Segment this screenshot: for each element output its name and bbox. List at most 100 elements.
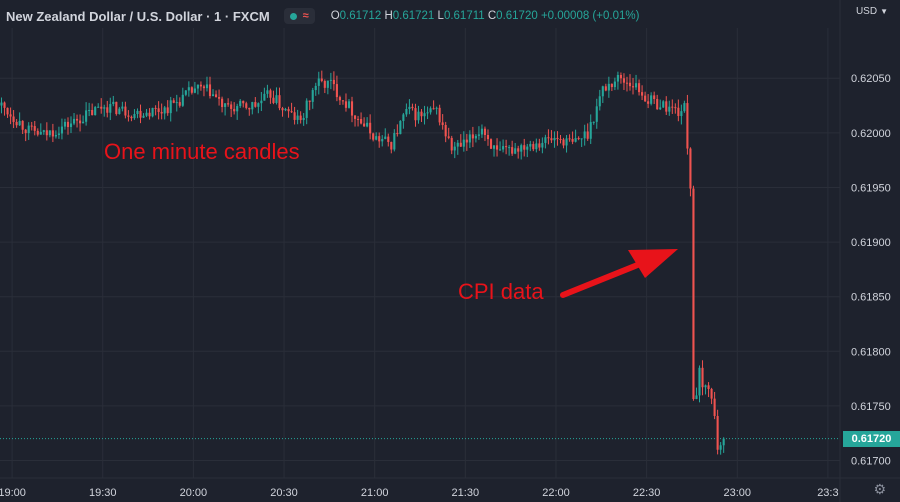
candle-body bbox=[610, 83, 613, 88]
candle-body bbox=[604, 86, 607, 91]
candle-body bbox=[601, 86, 604, 97]
candle-body bbox=[390, 141, 393, 150]
candle-body bbox=[511, 147, 514, 154]
gear-icon[interactable]: ⚙ bbox=[873, 481, 886, 497]
candle-body bbox=[269, 90, 272, 98]
x-tick-label: 22:30 bbox=[633, 487, 661, 499]
candle-body bbox=[489, 139, 493, 149]
candle-body bbox=[665, 101, 668, 112]
candle-body bbox=[393, 133, 396, 150]
candle-body bbox=[562, 139, 565, 146]
candle-body bbox=[474, 135, 477, 139]
candle-body bbox=[369, 122, 372, 134]
candle-body bbox=[42, 130, 45, 132]
candle-body bbox=[202, 86, 206, 89]
last-price-tag: 0.61720 bbox=[843, 430, 900, 447]
x-tick-label: 23:3 bbox=[817, 487, 838, 499]
candle-body bbox=[233, 108, 236, 112]
candle-body bbox=[520, 145, 523, 152]
candle-body bbox=[260, 100, 263, 104]
candle-body bbox=[553, 137, 556, 141]
candle-body bbox=[499, 149, 502, 151]
candle-body bbox=[589, 122, 592, 139]
candle-body bbox=[254, 102, 257, 107]
candle-body bbox=[3, 102, 6, 108]
candle-body bbox=[221, 98, 224, 107]
candle-body bbox=[644, 95, 647, 102]
candle-body bbox=[641, 92, 644, 96]
arrow-head bbox=[628, 249, 678, 278]
candle-body bbox=[208, 84, 212, 97]
candle-body bbox=[157, 108, 160, 112]
candle-body bbox=[674, 107, 677, 109]
candle-body bbox=[692, 188, 695, 400]
candle-body bbox=[296, 115, 299, 120]
candle-body bbox=[227, 103, 230, 105]
candle-body bbox=[526, 146, 529, 150]
candle-body bbox=[426, 112, 429, 114]
candle-body bbox=[332, 79, 335, 85]
candle-body bbox=[483, 128, 487, 135]
candle-body bbox=[547, 137, 550, 139]
candle-body bbox=[341, 100, 345, 102]
open-label: O bbox=[330, 10, 340, 22]
candle-body bbox=[541, 142, 544, 148]
currency-selector[interactable]: USD ▼ bbox=[856, 6, 888, 17]
status-badge[interactable]: ≈ bbox=[283, 8, 315, 24]
close-label: C bbox=[487, 10, 497, 22]
candle-body bbox=[145, 112, 148, 116]
candle-body bbox=[178, 102, 181, 106]
candle-body bbox=[205, 84, 209, 89]
open-value: 0.61712 bbox=[339, 10, 382, 22]
candle-body bbox=[580, 138, 583, 140]
candle-body bbox=[689, 148, 692, 189]
candle-body bbox=[91, 109, 94, 116]
x-tick-label: 22:00 bbox=[542, 487, 570, 499]
y-tick-label: 0.61750 bbox=[851, 401, 891, 413]
candles-annotation: One minute candles bbox=[104, 139, 300, 164]
candle-body bbox=[683, 103, 686, 112]
candle-body bbox=[263, 93, 266, 101]
candle-body bbox=[450, 137, 453, 151]
candle-body bbox=[248, 107, 251, 110]
candle-body bbox=[320, 78, 323, 81]
candle-body bbox=[305, 100, 308, 118]
candle-body bbox=[477, 134, 480, 136]
candle-body bbox=[535, 143, 538, 150]
y-tick-label: 0.61850 bbox=[851, 292, 891, 304]
candle-body bbox=[166, 107, 169, 114]
candle-body bbox=[375, 136, 378, 140]
candle-body bbox=[405, 108, 408, 115]
candle-body bbox=[360, 119, 363, 124]
candle-body bbox=[97, 106, 100, 108]
candle-body bbox=[631, 86, 635, 88]
chart-header: New Zealand Dollar / U.S. Dollar · 1 · F… bbox=[6, 6, 639, 26]
candle-body bbox=[432, 108, 435, 110]
candle-body bbox=[420, 111, 423, 117]
candle-body bbox=[671, 106, 674, 108]
candle-body bbox=[112, 101, 115, 105]
candle-body bbox=[72, 118, 76, 124]
candle-body bbox=[214, 94, 218, 98]
candle-body bbox=[659, 107, 662, 110]
candle-body bbox=[230, 104, 233, 109]
candle-body bbox=[63, 121, 67, 127]
candle-body bbox=[710, 388, 713, 399]
candle-body bbox=[169, 100, 172, 114]
symbol-title[interactable]: New Zealand Dollar / U.S. Dollar · 1 · F… bbox=[6, 8, 270, 24]
candle-body bbox=[707, 385, 710, 389]
candle-body bbox=[121, 106, 124, 109]
candle-body bbox=[586, 131, 589, 139]
candle-body bbox=[529, 144, 532, 147]
candle-body bbox=[236, 106, 239, 112]
candle-body bbox=[381, 138, 384, 142]
candle-body bbox=[574, 138, 577, 142]
candle-body bbox=[701, 367, 704, 388]
candle-body bbox=[607, 83, 610, 91]
candle-body bbox=[148, 112, 151, 117]
candle-body bbox=[94, 107, 97, 116]
candle-body bbox=[142, 115, 145, 118]
candles-layer bbox=[0, 70, 725, 455]
candle-body bbox=[75, 118, 79, 121]
